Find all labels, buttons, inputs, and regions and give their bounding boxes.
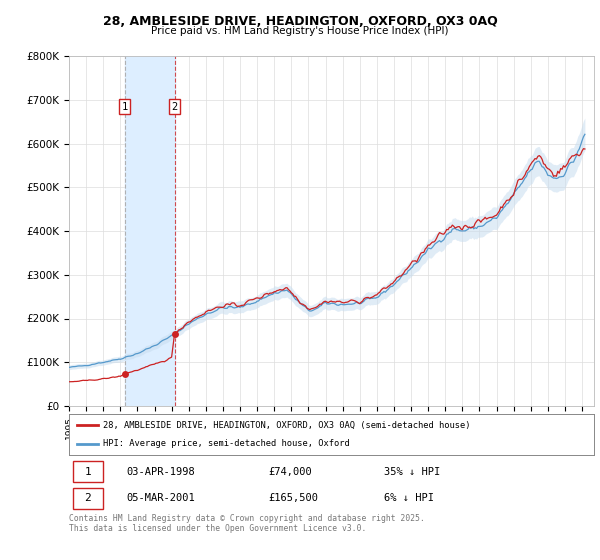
Text: 35% ↓ HPI: 35% ↓ HPI <box>384 466 440 477</box>
Text: 28, AMBLESIDE DRIVE, HEADINGTON, OXFORD, OX3 0AQ (semi-detached house): 28, AMBLESIDE DRIVE, HEADINGTON, OXFORD,… <box>103 421 470 430</box>
Text: 1: 1 <box>85 466 91 477</box>
Text: £165,500: £165,500 <box>269 493 319 503</box>
Text: 03-APR-1998: 03-APR-1998 <box>127 466 196 477</box>
Text: 1: 1 <box>121 102 128 112</box>
FancyBboxPatch shape <box>73 488 103 508</box>
Bar <box>125 56 175 406</box>
Text: Price paid vs. HM Land Registry's House Price Index (HPI): Price paid vs. HM Land Registry's House … <box>151 26 449 36</box>
Text: £74,000: £74,000 <box>269 466 312 477</box>
Text: 28, AMBLESIDE DRIVE, HEADINGTON, OXFORD, OX3 0AQ: 28, AMBLESIDE DRIVE, HEADINGTON, OXFORD,… <box>103 15 497 27</box>
Text: 05-MAR-2001: 05-MAR-2001 <box>127 493 196 503</box>
Text: 2: 2 <box>85 493 91 503</box>
Text: 6% ↓ HPI: 6% ↓ HPI <box>384 493 434 503</box>
FancyBboxPatch shape <box>73 461 103 482</box>
Text: Contains HM Land Registry data © Crown copyright and database right 2025.
This d: Contains HM Land Registry data © Crown c… <box>69 514 425 534</box>
Text: HPI: Average price, semi-detached house, Oxford: HPI: Average price, semi-detached house,… <box>103 440 350 449</box>
Text: 2: 2 <box>172 102 178 112</box>
